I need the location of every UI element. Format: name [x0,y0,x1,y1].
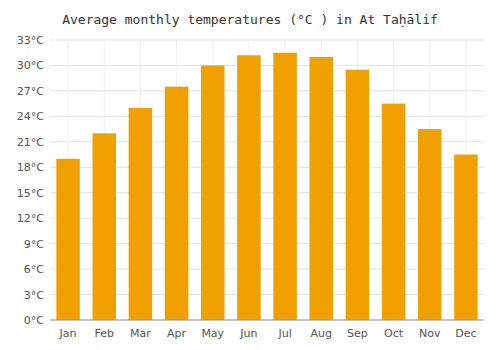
bar [346,70,370,320]
y-tick-label: 24°C [17,110,44,123]
x-tick-label: Jun [239,327,257,340]
bar [129,108,153,320]
grid-line [50,320,484,321]
bar [418,129,442,320]
bar [92,133,116,320]
x-axis: Jan Feb Mar Apr May Jun Jul Aug Sep Oct Nov Dec [59,327,477,340]
bar [273,53,297,320]
bars [56,53,477,320]
x-tick-label: Dec [455,327,476,340]
y-tick-label: 33°C [17,34,44,47]
y-tick-label: 0°C [24,314,44,327]
grid-line [50,40,484,41]
y-tick-label: 9°C [24,238,44,251]
chart: 0°C 3°C 6°C 9°C 12°C 15°C 18°C 21°C 24°C 27°C 30°C… [0,0,500,350]
title: Average monthly temperatures (°C ) in At… [62,12,438,27]
bar [165,87,189,320]
grid-line [50,116,484,117]
x-tick-label: Mar [130,327,151,340]
y-tick-label: 12°C [17,212,44,225]
y-tick-label: 30°C [17,59,44,72]
x-tick-label: Apr [167,327,187,340]
x-tick-label: Nov [419,327,441,340]
y-tick-label: 18°C [17,161,44,174]
y-tick-label: 15°C [17,187,44,200]
bar [454,155,478,320]
bar [309,57,333,320]
y-tick-label: 3°C [24,289,44,302]
grid-line [50,65,484,66]
x-tick-label: Feb [95,327,114,340]
x-tick-label: May [201,327,224,340]
grid [50,40,484,320]
bar [56,159,80,320]
bar [382,104,406,320]
x-tick-label: Oct [384,327,404,340]
x-tick-label: Aug [311,327,332,340]
bar [237,55,261,320]
grid-line [50,90,484,91]
y-tick-label: 27°C [17,85,44,98]
y-axis: 0°C 3°C 6°C 9°C 12°C 15°C 18°C 21°C 24°C 27°C 30°C… [17,34,44,327]
x-tick-label: Jul [277,327,291,340]
x-tick-label: Sep [347,327,368,340]
x-axis-line [50,320,484,321]
x-tick-label: Jan [59,327,77,340]
y-tick-label: 21°C [17,136,44,149]
bar [201,65,225,320]
y-tick-label: 6°C [24,263,44,276]
